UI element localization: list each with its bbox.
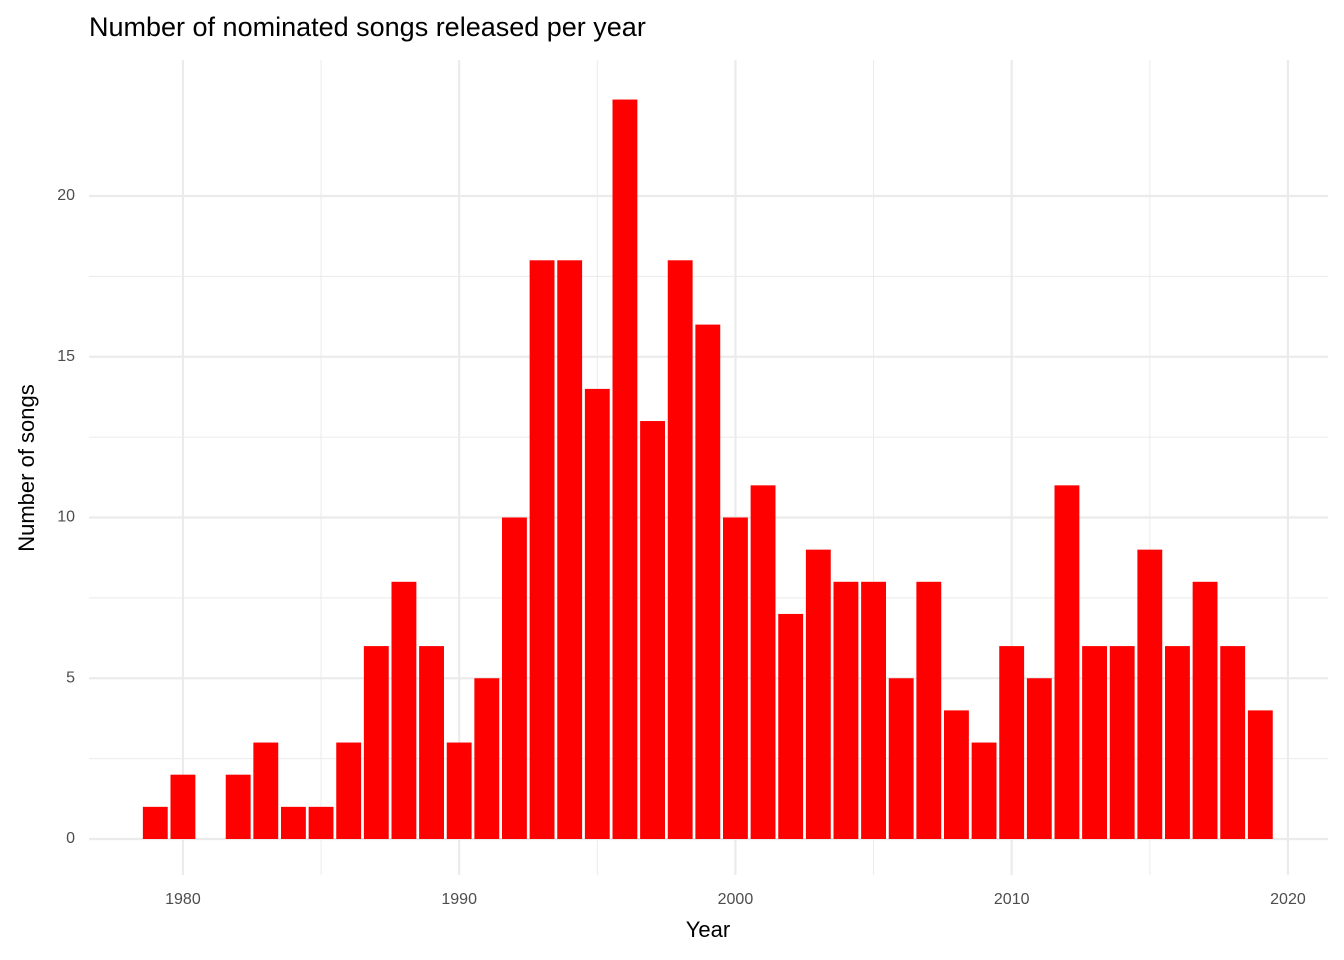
- bar: [971, 742, 997, 839]
- bar: [1109, 646, 1135, 839]
- bar: [723, 517, 748, 839]
- bar: [363, 646, 389, 839]
- bar: [1054, 485, 1080, 839]
- bar: [225, 774, 251, 839]
- bar: [1082, 646, 1107, 839]
- x-tick-label: 2020: [1270, 891, 1306, 908]
- bar: [529, 260, 555, 839]
- bar: [502, 517, 527, 839]
- bar: [584, 388, 610, 839]
- bar: [1247, 710, 1273, 839]
- bar: [474, 678, 500, 839]
- bar: [999, 646, 1025, 839]
- bar: [667, 260, 693, 839]
- y-tick-label: 5: [66, 669, 75, 686]
- bar: [446, 742, 472, 839]
- bar: [308, 806, 334, 839]
- bar: [861, 581, 886, 839]
- bar: [170, 774, 196, 839]
- bar: [142, 806, 168, 839]
- bar: [1192, 581, 1218, 839]
- bar: [1137, 549, 1163, 839]
- bar: [391, 581, 417, 839]
- bar: [695, 324, 721, 839]
- x-axis-label: Year: [686, 917, 730, 942]
- x-tick-label: 1990: [441, 891, 477, 908]
- y-tick-label: 15: [57, 348, 75, 365]
- bar: [888, 678, 914, 839]
- bar: [557, 260, 583, 839]
- bar: [944, 710, 969, 839]
- x-tick-label: 1980: [165, 891, 201, 908]
- y-tick-label: 10: [57, 509, 75, 526]
- bar: [336, 742, 362, 839]
- chart-title: Number of nominated songs released per y…: [89, 12, 646, 42]
- bar: [1220, 646, 1246, 839]
- bar: [612, 99, 638, 839]
- bar: [253, 742, 279, 839]
- bar: [640, 421, 665, 839]
- bar: [833, 581, 859, 839]
- bar: [1026, 678, 1052, 839]
- bar: [805, 549, 831, 839]
- x-tick-label: 2000: [718, 891, 754, 908]
- bar: [750, 485, 776, 839]
- y-axis-label: Number of songs: [14, 384, 39, 552]
- bar: [778, 613, 804, 839]
- bar: [1165, 646, 1190, 839]
- y-tick-label: 20: [57, 187, 75, 204]
- y-tick-label: 0: [66, 830, 75, 847]
- bar: [419, 646, 444, 839]
- bar: [916, 581, 942, 839]
- x-tick-label: 2010: [994, 891, 1030, 908]
- bar: [280, 806, 306, 839]
